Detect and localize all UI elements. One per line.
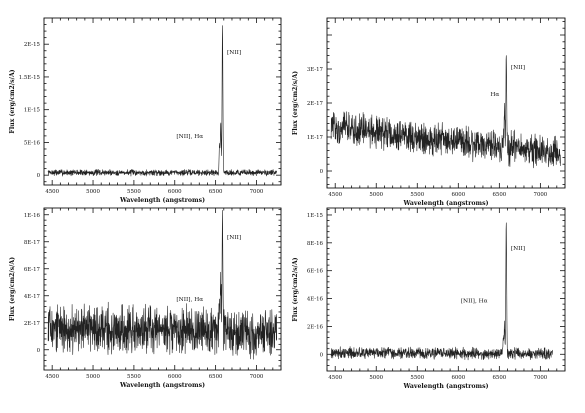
y-tick-label: 4E-16 [307,297,324,303]
plot-frame [43,17,282,186]
y-axis-label: Flux (erg/cm2/s/A) [292,257,299,321]
x-tick-label: 6500 [209,189,223,195]
x-tick-label: 6000 [451,375,465,381]
x-tick-label: 7000 [534,375,548,381]
x-tick-label: 5500 [410,192,424,198]
x-tick-label: 5500 [127,189,141,195]
plot-frame [43,207,282,371]
spectrum-panel-bottom-right: 4500 5000 5500 6000 6500 7000 0 2E-16 4E-16 6E-16… [292,207,566,390]
y-tick-label: 1E-17 [307,135,324,141]
y-tick-label: 4E-17 [24,294,41,300]
line-annotation: [NII], Hα [176,297,203,303]
line-annotation: [NII], Hα [176,134,203,140]
x-tick-label: 6500 [209,374,223,380]
y-tick-label: 1E-15 [307,213,324,219]
line-annotation: [NII] [227,50,241,56]
y-tick-label: 3E-17 [307,67,324,73]
line-annotation: [NII] [511,246,525,252]
spectrum-panel-bottom-left: 4500 5000 5500 6000 6500 7000 0 2E-17 4E-17 6E-17… [9,207,282,389]
x-axis-label: Wavelength (angstroms) [402,200,488,207]
spectrum-trace [330,222,553,361]
y-tick-label: 2E-17 [307,101,324,107]
x-tick-label: 6500 [492,192,506,198]
x-axis-label: Wavelength (angstroms) [119,382,205,389]
y-tick-label: 0 [320,352,324,358]
x-tick-label: 4500 [328,192,342,198]
x-tick-label: 4500 [45,189,59,195]
x-axis-label: Wavelength (angstroms) [119,197,205,204]
y-tick-label: 2E-16 [307,324,324,330]
y-tick-label: 1.5E-15 [19,75,41,81]
y-axis-label: Flux (erg/cm2/s/A) [9,257,16,321]
x-tick-label: 7000 [534,192,548,198]
x-tick-label: 6500 [492,375,506,381]
x-tick-label: 6000 [168,374,182,380]
x-tick-label: 5000 [369,375,383,381]
x-tick-label: 5500 [410,375,424,381]
y-tick-label: 8E-16 [307,241,324,247]
y-tick-label: 0 [37,173,41,179]
x-tick-label: 5000 [86,189,100,195]
y-tick-label: 0 [320,169,324,175]
line-annotation: [NII] [227,235,241,241]
x-tick-label: 7000 [250,374,264,380]
x-axis-label: Wavelength (angstroms) [402,383,488,390]
x-tick-label: 6000 [168,189,182,195]
y-tick-label: 5E-16 [24,140,41,146]
spectrum-trace [330,55,561,169]
spectrum-trace [47,209,278,360]
y-tick-label: 1E-15 [24,108,41,114]
y-tick-label: 6E-16 [307,269,324,275]
line-annotation: [NII] [511,65,525,71]
spectrum-trace [47,25,278,177]
x-tick-label: 5000 [369,192,383,198]
y-tick-label: 6E-17 [24,267,41,273]
y-tick-label: 1E-16 [24,213,41,219]
x-tick-label: 6000 [451,192,465,198]
y-tick-label: 2E-15 [24,42,41,48]
line-annotation: [NII], Hα [461,299,488,305]
x-tick-label: 4500 [328,375,342,381]
x-tick-label: 4500 [45,374,59,380]
y-tick-label: 2E-17 [24,321,41,327]
y-tick-label: 8E-17 [24,240,41,246]
line-annotation: Hα [490,92,499,98]
x-tick-label: 5000 [86,374,100,380]
y-tick-label: 0 [37,348,41,354]
spectrum-panel-top-left: 4500 5000 5500 6000 6500 7000 0 5E-16 1E-15 1.5E-… [9,17,282,204]
x-tick-label: 5500 [127,374,141,380]
plot-frame [326,207,566,372]
y-axis-label: Flux (erg/cm2/s/A) [292,71,299,135]
x-tick-label: 7000 [250,189,264,195]
y-axis-label: Flux (erg/cm2/s/A) [9,69,16,133]
spectrum-panel-top-right: 4500 5000 5500 6000 6500 7000 0 1E-17 2E-17 3E-17… [292,17,566,207]
